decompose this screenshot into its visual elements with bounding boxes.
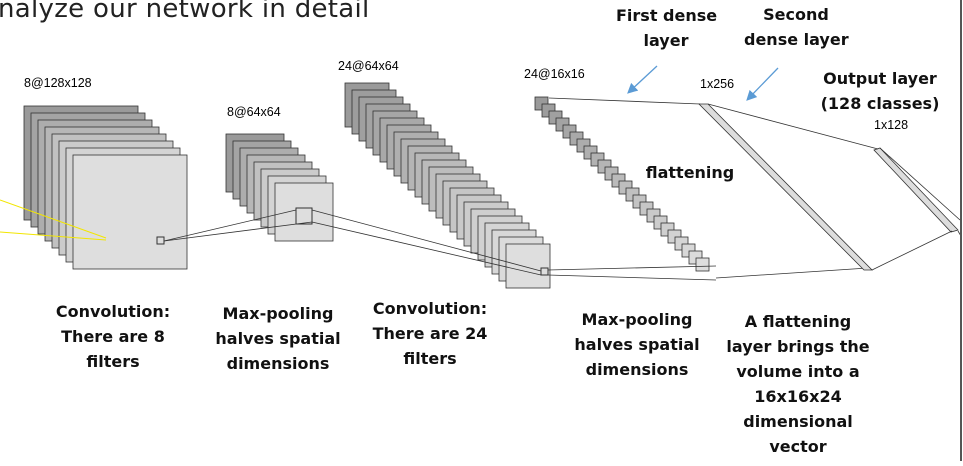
flatten-caption: A flattening layer brings the volume int… <box>722 309 874 459</box>
pool2-caption: Max-pooling halves spatial dimensions <box>570 307 704 382</box>
projection-line <box>547 265 717 271</box>
slide-right-border <box>960 0 962 461</box>
dense1-dim-label: 1x256 <box>700 77 735 91</box>
conv2-feature-maps-slice <box>505 243 551 289</box>
pool1-feature-maps-slice <box>274 182 334 242</box>
second-dense-line-2: dense layer <box>744 30 849 49</box>
conv2-caption-line-1: Convolution: <box>372 299 488 318</box>
projection-line <box>311 209 542 272</box>
pool2-dim-label: 24@16x16 <box>524 67 585 81</box>
pool1-caption-line-2: halves spatial <box>215 329 341 348</box>
flatten-caption-line-4: 16x16x24 <box>754 387 842 406</box>
input-highlight-line <box>0 199 107 239</box>
conv1-caption: Convolution: There are 8 filters <box>48 299 178 374</box>
pool2-caption-line-2: halves spatial <box>574 335 700 354</box>
flatten-caption-line-2: layer brings the <box>726 337 870 356</box>
pool2-caption-line-1: Max-pooling <box>581 310 693 329</box>
dense-connection-line <box>871 230 953 271</box>
conv1-caption-line-3: filters <box>86 352 140 371</box>
projection-line <box>311 221 542 276</box>
input-highlight-line <box>0 231 107 241</box>
output-connection-line <box>879 147 961 221</box>
second-dense-line-1: Second <box>763 5 829 24</box>
flatten-caption-line-1: A flattening <box>744 312 852 331</box>
pool1-caption-line-1: Max-pooling <box>222 304 334 323</box>
conv1-caption-line-1: Convolution: <box>55 302 171 321</box>
first-dense-line-2: layer <box>643 31 689 50</box>
projection-line <box>547 274 717 281</box>
pool2-feature-maps-slice <box>695 257 710 272</box>
output-layer-annotation: Output layer (128 classes) <box>820 66 940 116</box>
conv1-caption-line-2: There are 8 <box>61 327 165 346</box>
flatten-caption-line-6: vector <box>769 437 827 456</box>
pool1-dim-label: 8@64x64 <box>227 105 281 119</box>
first-dense-annotation: First dense layer <box>616 3 718 53</box>
projection-line <box>163 209 297 242</box>
conv1-feature-maps <box>23 105 188 270</box>
pool1-caption: Max-pooling halves spatial dimensions <box>210 301 346 376</box>
flatten-connection-line <box>715 267 869 279</box>
conv2-dim-label: 24@64x64 <box>338 59 399 73</box>
output-dim-label: 1x128 <box>874 118 909 132</box>
output-bar <box>873 147 959 233</box>
flatten-caption-line-3: volume into a <box>736 362 860 381</box>
pool2-caption-line-3: dimensions <box>585 360 689 379</box>
conv2-caption-line-3: filters <box>403 349 457 368</box>
first-dense-arrow <box>627 65 658 94</box>
flatten-connection-line <box>548 97 701 105</box>
flatten-caption-line-5: dimensional <box>743 412 853 431</box>
conv2-feature-maps <box>344 82 551 289</box>
second-dense-arrow <box>746 67 779 101</box>
flattening-annotation: flattening <box>645 163 735 182</box>
pool1-receptive-field <box>295 207 313 225</box>
output-layer-line-1: Output layer <box>823 69 937 88</box>
second-dense-annotation: Second dense layer <box>744 2 849 52</box>
conv2-caption: Convolution: There are 24 filters <box>364 296 496 371</box>
conv1-feature-maps-slice <box>72 154 188 270</box>
dense-connection-line <box>707 103 879 150</box>
conv1-receptive-field <box>156 236 165 245</box>
pool1-caption-line-3: dimensions <box>226 354 330 373</box>
output-layer-line-2: (128 classes) <box>820 94 940 113</box>
dense1-bar <box>698 103 873 271</box>
projection-line <box>163 221 313 242</box>
conv2-receptive-field <box>540 267 549 276</box>
slide-title: nalyze our network in detail <box>0 0 370 24</box>
conv2-caption-line-2: There are 24 <box>372 324 488 343</box>
pool2-feature-maps <box>534 96 710 272</box>
conv1-dim-label: 8@128x128 <box>24 76 92 90</box>
first-dense-line-1: First dense <box>616 6 718 25</box>
pool1-feature-maps <box>225 133 334 242</box>
